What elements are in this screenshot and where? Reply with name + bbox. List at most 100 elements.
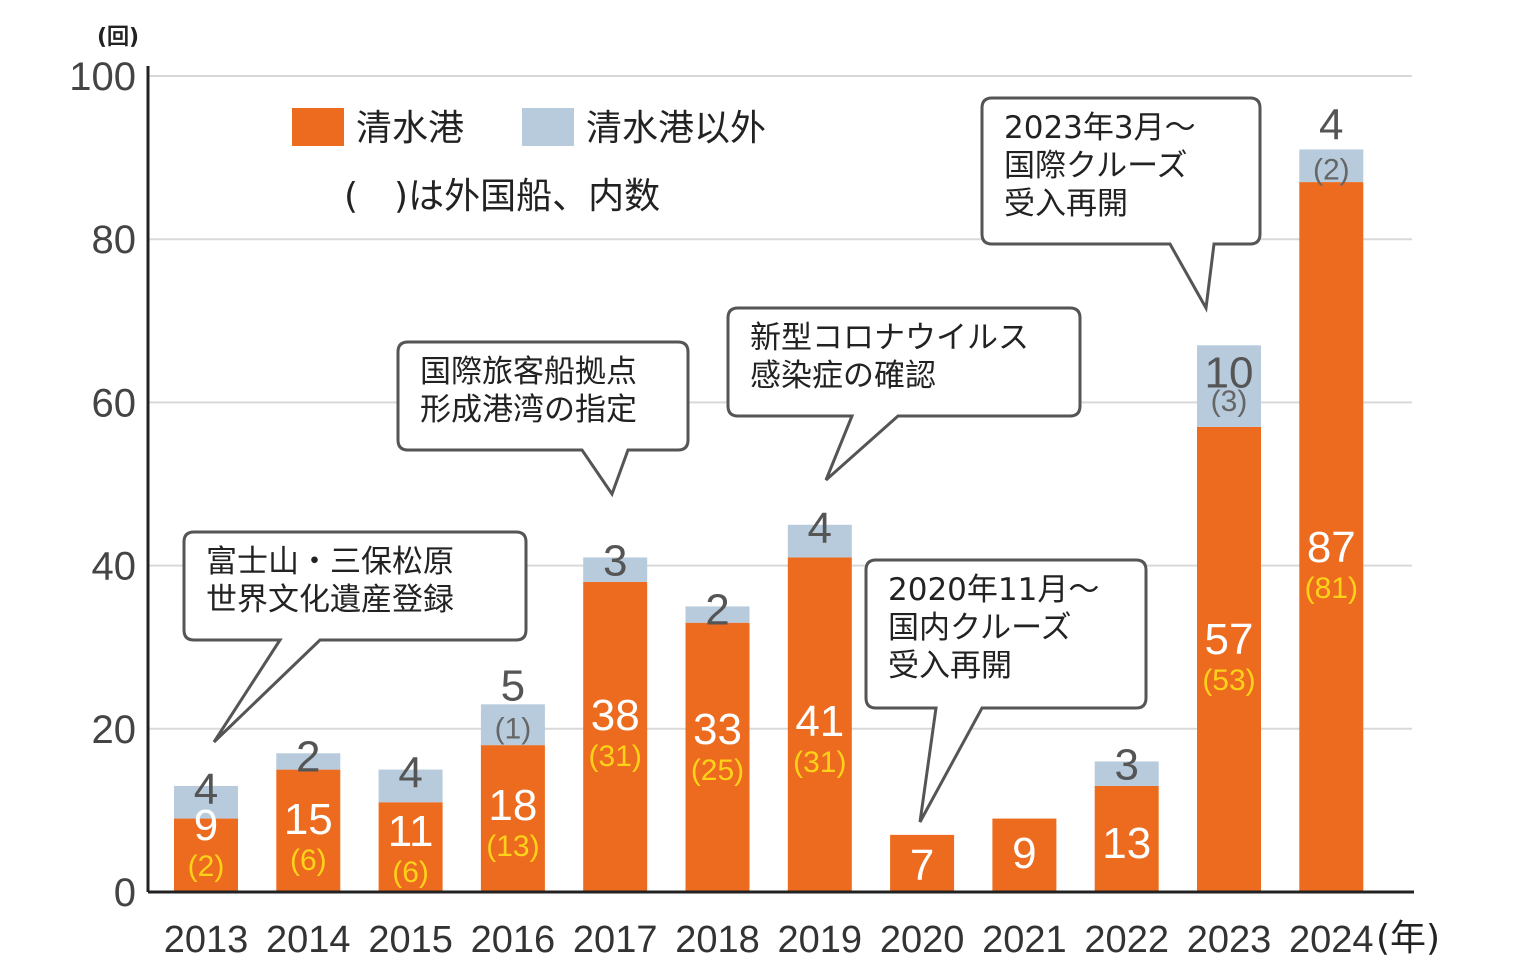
bar-other-2016 [480, 704, 545, 746]
bar-other-2013 [174, 785, 238, 819]
bars: 9(2)415(6)211(6)418(13)(1)538(31)333(25)… [174, 100, 1364, 892]
legend-swatch-shimizu [292, 108, 344, 146]
bar-shimizu-2018 [685, 622, 750, 892]
callout-bubble [396, 340, 690, 498]
value-label-other: 4 [1319, 100, 1343, 149]
bar-other-2018 [685, 606, 750, 623]
y-tick-label: 40 [92, 545, 137, 589]
value-label-other: 5 [501, 661, 525, 710]
x-tick-label: 2023 [1187, 919, 1272, 961]
legend: 清水港 清水港以外 ( )は外国船、内数 [292, 108, 766, 217]
bar-shimizu-2015 [378, 802, 443, 892]
callout-text-line: 感染症の確認 [750, 358, 936, 394]
bar-other-2014 [276, 753, 341, 770]
bar-shimizu-2020 [890, 834, 955, 892]
bar-other-2024 [1299, 149, 1364, 183]
value-label-shimizu: 87 [1307, 523, 1356, 572]
value-label-other: 2 [296, 732, 320, 781]
value-label-other: 4 [808, 504, 832, 553]
x-tick-label: 2013 [164, 919, 249, 961]
bar-shimizu-2013 [174, 818, 238, 892]
callout-text-line: 国際クルーズ [1004, 148, 1188, 184]
value-label-shimizu: 33 [693, 705, 742, 754]
callout-bubble [980, 96, 1262, 313]
bar-other-2022 [1094, 761, 1159, 786]
foreign-label-shimizu: (6) [290, 844, 327, 877]
callout-text-line: 2020年11月～ [888, 572, 1099, 608]
callout-text-line: 国内クルーズ [888, 610, 1072, 646]
x-tick-label: 2022 [1084, 919, 1169, 961]
foreign-label-shimizu: (53) [1202, 664, 1255, 697]
bar-shimizu-2016 [480, 745, 545, 892]
bar-shimizu-2022 [1094, 785, 1159, 892]
foreign-label-shimizu: (6) [392, 856, 429, 889]
x-tick-label: 2021 [982, 919, 1067, 961]
value-label-shimizu: 38 [591, 691, 640, 740]
legend-label-other: 清水港以外 [586, 108, 766, 149]
value-label-other: 3 [603, 536, 627, 585]
value-label-other: 4 [398, 749, 422, 798]
x-tick-label: 2019 [778, 919, 863, 961]
value-label-shimizu: 9 [194, 801, 218, 850]
value-label-other: 3 [1114, 740, 1138, 789]
x-axis: 2013 2014 2015 2016 2017 2018 2019 2020 2021 2022… [148, 890, 1440, 961]
x-tick-label: 2018 [675, 919, 760, 961]
foreign-label-shimizu: (13) [486, 830, 539, 863]
y-unit-label: (回) [97, 25, 139, 50]
bar-other-2017 [583, 557, 648, 582]
x-tick-label: 2017 [573, 919, 658, 961]
value-label-shimizu: 13 [1102, 819, 1151, 868]
value-label-shimizu: 18 [488, 781, 537, 830]
bar-shimizu-2024 [1299, 182, 1364, 892]
callout-text-line: 受入再開 [1004, 186, 1128, 222]
y-tick-label: 100 [69, 55, 136, 99]
value-label-shimizu: 9 [1012, 829, 1036, 878]
bar-other-2019 [787, 524, 852, 558]
x-tick-label: 2015 [368, 919, 453, 961]
y-tick-label: 0 [114, 871, 136, 915]
x-unit-label: (年) [1376, 918, 1440, 959]
callout-bubble [726, 306, 1082, 482]
y-tick-label: 20 [92, 708, 137, 752]
y-axis: 0 20 40 60 80 100 (回) [69, 25, 150, 915]
x-tick-label: 2024 [1289, 919, 1374, 961]
y-tick-label: 80 [92, 218, 137, 262]
value-label-other: 4 [194, 765, 218, 814]
x-tick-label: 2020 [880, 919, 965, 961]
foreign-label-shimizu: (25) [691, 754, 744, 787]
value-label-shimizu: 15 [284, 795, 333, 844]
callout-bubble [864, 558, 1148, 823]
bar-other-2015 [378, 769, 443, 803]
annotations: 富士山・三保松原世界文化遺産登録国際旅客船拠点形成港湾の指定新型コロナウイルス感… [182, 96, 1262, 823]
bar-shimizu-2014 [276, 769, 341, 892]
x-tick-label: 2014 [266, 919, 351, 961]
bar-other-2023 [1197, 345, 1261, 427]
bar-shimizu-2021 [992, 818, 1057, 892]
callout-text-line: 富士山・三保松原 [206, 544, 454, 580]
callout-text-line: 2023年3月～ [1004, 110, 1196, 146]
callout-text-line: 世界文化遺産登録 [206, 582, 454, 618]
value-label-shimizu: 7 [910, 841, 934, 890]
foreign-label-other: (3) [1211, 385, 1248, 418]
y-tick-label: 60 [92, 381, 137, 425]
callout-text-line: 新型コロナウイルス [750, 320, 1029, 356]
foreign-label-shimizu: (2) [188, 850, 225, 883]
value-label-shimizu: 57 [1205, 615, 1254, 664]
callout-text-line: 国際旅客船拠点 [420, 354, 637, 390]
callout-text-line: 受入再開 [888, 648, 1012, 684]
foreign-label-shimizu: (81) [1305, 572, 1358, 605]
value-label-other: 10 [1205, 348, 1254, 397]
bar-shimizu-2019 [787, 557, 852, 892]
foreign-label-shimizu: (31) [793, 746, 846, 779]
foreign-label-other: (1) [495, 712, 532, 745]
callout-text-line: 形成港湾の指定 [420, 392, 637, 428]
bar-shimizu-2017 [583, 581, 648, 892]
value-label-shimizu: 41 [795, 697, 844, 746]
bar-shimizu-2023 [1197, 426, 1261, 892]
